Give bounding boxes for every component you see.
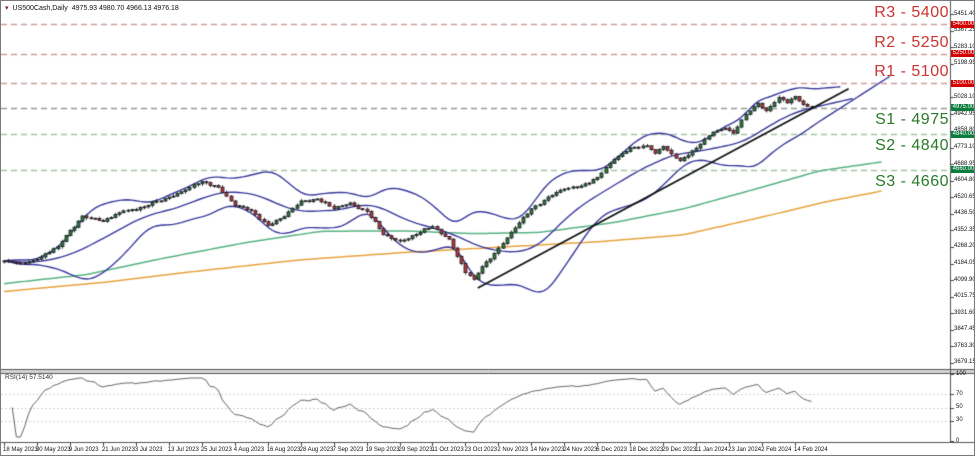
trading-chart-window: ▾ US500Cash,Daily 4975.93 4980.70 4966.1… bbox=[0, 0, 975, 456]
price-chart-canvas[interactable] bbox=[1, 1, 974, 455]
